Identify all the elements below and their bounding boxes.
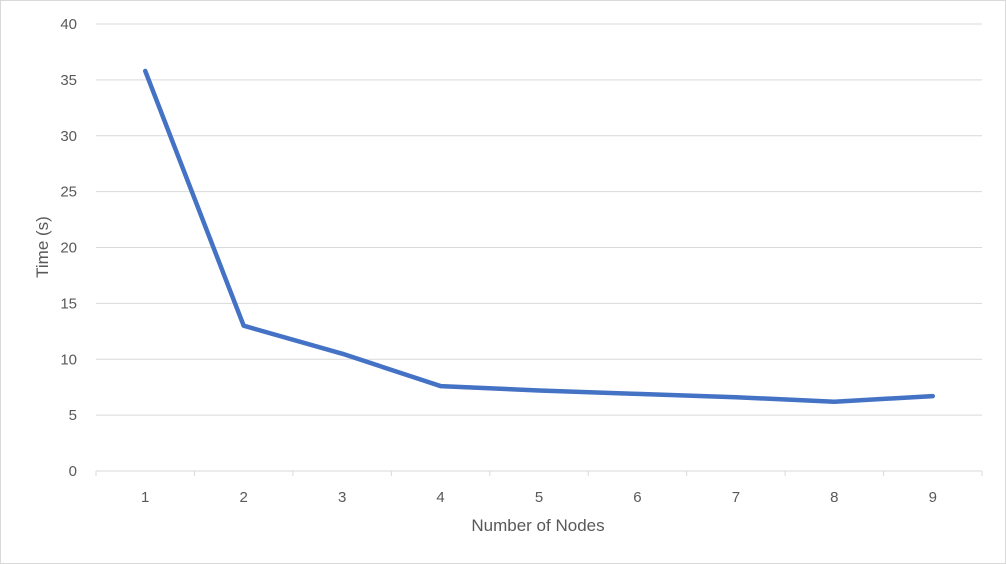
y-tick-label-20: 20 xyxy=(60,240,77,257)
x-tick-label-9: 9 xyxy=(929,489,937,506)
y-tick-label-15: 15 xyxy=(60,295,77,312)
y-axis-title: Time (s) xyxy=(33,216,52,278)
x-axis xyxy=(95,470,983,476)
x-axis-tick-labels: 1 2 3 4 5 6 7 8 9 xyxy=(141,489,937,506)
y-axis-tick-labels: 0 5 10 15 20 25 30 35 40 xyxy=(60,16,77,480)
y-tick-label-25: 25 xyxy=(60,184,77,201)
series-layer xyxy=(142,68,936,404)
x-tick-label-8: 8 xyxy=(830,489,838,506)
x-tick-label-7: 7 xyxy=(732,489,740,506)
y-tick-label-35: 35 xyxy=(60,72,77,89)
x-tick-label-1: 1 xyxy=(141,489,149,506)
y-tick-label-10: 10 xyxy=(60,351,77,368)
x-tick-label-3: 3 xyxy=(338,489,346,506)
y-tick-label-30: 30 xyxy=(60,128,77,145)
x-tick-label-5: 5 xyxy=(535,489,543,506)
y-tick-label-40: 40 xyxy=(60,16,77,33)
x-tick-label-2: 2 xyxy=(239,489,247,506)
y-tick-label-5: 5 xyxy=(69,407,77,424)
x-tick-label-6: 6 xyxy=(633,489,641,506)
y-tick-label-0: 0 xyxy=(69,463,77,480)
x-axis-title: Number of Nodes xyxy=(471,516,604,535)
series-line-0 xyxy=(142,68,936,404)
gridlines xyxy=(96,23,982,416)
x-tick-label-4: 4 xyxy=(436,489,444,506)
